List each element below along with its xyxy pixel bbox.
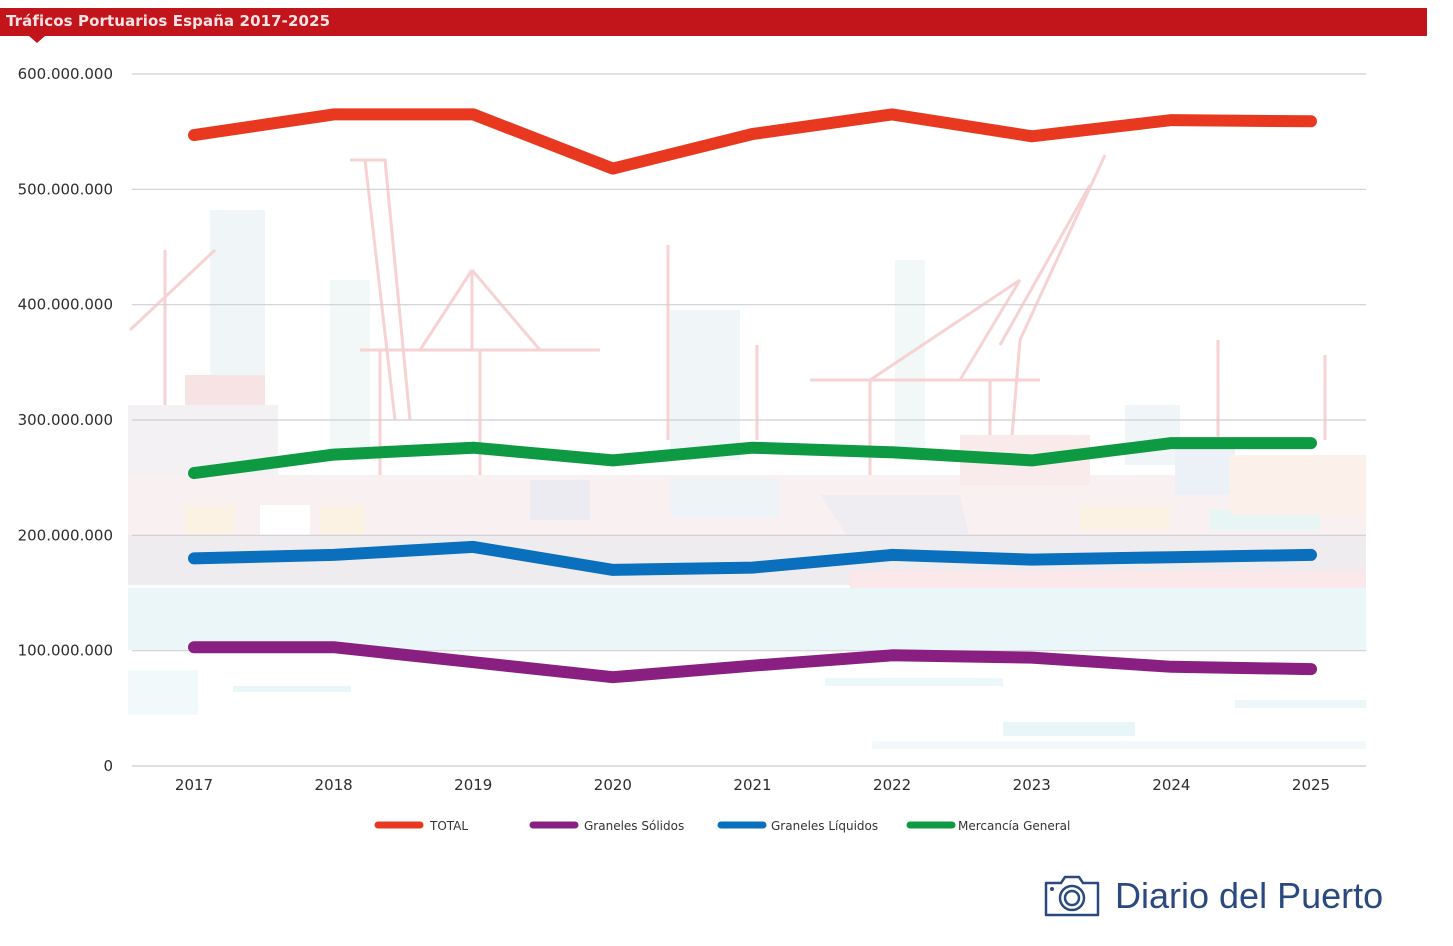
port-illustration-background	[128, 154, 1366, 749]
legend-label: Graneles Sólidos	[584, 819, 684, 833]
x-tick-label: 2024	[1152, 776, 1190, 794]
bg-container	[1080, 505, 1170, 530]
legend-label: TOTAL	[429, 819, 468, 833]
x-axis: 2017 2018 2019 2020 2021 2022 2023 2024 2025	[175, 776, 1330, 794]
y-tick-label: 200.000.000	[18, 526, 113, 544]
series-line-graneles-s-lidos	[188, 641, 1317, 684]
x-tick-label: 2018	[315, 776, 353, 794]
legend: TOTAL Graneles Sólidos Graneles Líquidos Me…	[374, 819, 1070, 833]
bg-building	[670, 310, 740, 460]
bg-water	[1235, 700, 1366, 708]
source-branding: Diario del Puerto	[1043, 870, 1383, 922]
bg-water	[872, 741, 1366, 749]
bg-water	[128, 670, 198, 715]
title-bar	[0, 8, 1427, 36]
title-notch	[29, 36, 45, 43]
bg-water	[233, 686, 351, 692]
chart-title: Tráficos Portuarios España 2017-2025	[6, 12, 331, 30]
gridlines	[132, 73, 1366, 767]
bg-water	[825, 678, 1003, 686]
bg-container	[320, 505, 365, 535]
bg-water	[128, 588, 1366, 650]
bg-building	[1125, 405, 1180, 465]
bg-container	[1175, 445, 1235, 495]
y-tick-label: 400.000.000	[18, 296, 113, 314]
x-tick-label: 2023	[1013, 776, 1051, 794]
bg-container	[530, 480, 590, 520]
bg-container	[1230, 455, 1366, 515]
bg-ship-hull	[820, 495, 970, 540]
bg-ship-deck	[185, 375, 265, 405]
source-label: Diario del Puerto	[1115, 875, 1384, 916]
camera-icon	[1044, 875, 1100, 917]
x-tick-label: 2017	[175, 776, 213, 794]
y-tick-label: 0	[103, 757, 113, 775]
x-tick-label: 2022	[873, 776, 911, 794]
x-tick-label: 2025	[1292, 776, 1330, 794]
y-tick-label: 300.000.000	[18, 411, 113, 429]
x-tick-label: 2020	[594, 776, 632, 794]
bg-container	[260, 505, 310, 535]
y-tick-label: 500.000.000	[18, 180, 113, 198]
bg-water	[1003, 722, 1135, 736]
bg-building	[330, 280, 370, 460]
y-tick-label: 600.000.000	[18, 65, 113, 83]
x-tick-label: 2021	[733, 776, 771, 794]
x-tick-label: 2019	[454, 776, 492, 794]
y-axis: 0 100.000.000 200.000.000 300.000.000 400.00…	[18, 65, 113, 775]
bg-container	[670, 478, 780, 518]
bg-container	[185, 505, 235, 535]
legend-label: Graneles Líquidos	[771, 819, 878, 833]
legend-label: Mercancía General	[958, 819, 1070, 833]
y-tick-label: 100.000.000	[18, 642, 113, 660]
series-lines	[188, 108, 1317, 684]
bg-quay-stripe	[850, 570, 1366, 588]
